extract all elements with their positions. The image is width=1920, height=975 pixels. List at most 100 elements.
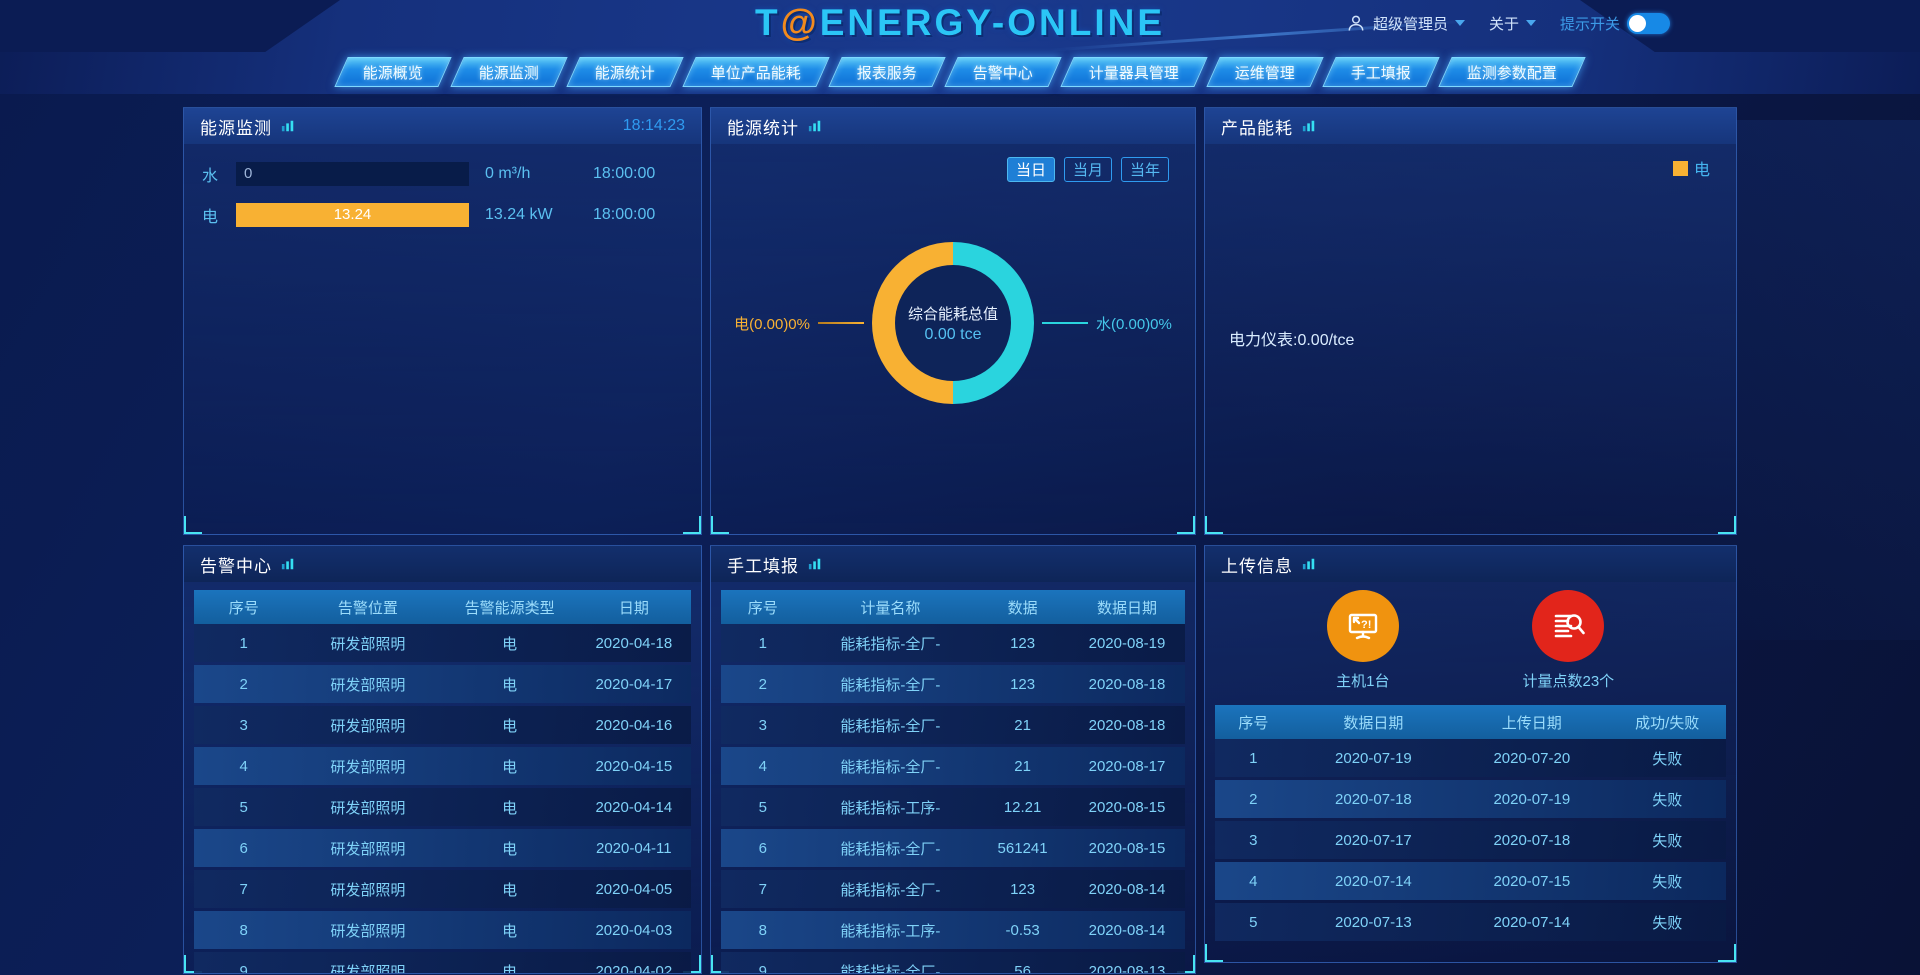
nav-tab-label: 能源概览 <box>362 64 423 82</box>
table-row: 6 能耗指标-全厂- 561241 2020-08-15 <box>721 829 1185 867</box>
period-tabs: 当日 当月 当年 <box>711 157 1169 182</box>
nav-tab[interactable]: 计量器具管理 <box>1060 57 1208 87</box>
cell: 123 <box>1010 634 1036 652</box>
cell: 2020-07-14 <box>1493 913 1571 931</box>
status-cell: 失败 <box>1652 832 1683 850</box>
cell: 8 <box>758 921 767 939</box>
table-header-row: 序号 告警位置 告警能源类型 日期 <box>194 590 691 624</box>
cell: 5 <box>1249 913 1258 931</box>
cell: 2020-07-20 <box>1493 749 1571 767</box>
cell: 3 <box>239 716 248 734</box>
nav-tab[interactable]: 告警中心 <box>944 57 1062 87</box>
energy-donut-chart: 综合能耗总值 0.00 tce <box>872 242 1034 404</box>
bar-inline-value: 0 <box>244 165 253 182</box>
cell: 2020-08-15 <box>1088 798 1166 816</box>
host-stat: ?! 主机1台 <box>1326 590 1399 691</box>
table-row: 4 研发部照明 电 2020-04-15 <box>194 747 691 785</box>
nav-tab[interactable]: 报表服务 <box>828 57 946 87</box>
about-menu[interactable]: 关于 <box>1489 13 1536 34</box>
cell: 电 <box>502 676 518 694</box>
panel-header: 能源统计 <box>711 108 1195 144</box>
cell: 研发部照明 <box>330 963 406 974</box>
logo-at: @ <box>780 2 820 43</box>
nav-tab-label: 运维管理 <box>1235 64 1296 82</box>
cell: 电 <box>502 635 518 653</box>
cell: 2020-08-18 <box>1088 716 1166 734</box>
main-nav: 能源概览 能源监测 能源统计 单位产品能耗 报表服务 告警中心 计量器具管理 运维管理 手工填报… <box>0 57 1920 87</box>
cell: 能耗指标-全厂- <box>840 840 941 858</box>
cell: 研发部照明 <box>330 635 406 653</box>
nav-tab-label: 告警中心 <box>973 64 1034 82</box>
nav-tab-label: 单位产品能耗 <box>710 64 801 82</box>
period-tab[interactable]: 当月 <box>1063 157 1112 182</box>
svg-text:?!: ?! <box>1361 619 1371 631</box>
status-cell: 失败 <box>1652 914 1683 932</box>
nav-tab[interactable]: 能源概览 <box>334 57 452 87</box>
panel-upload-info: 上传信息 ?! 主机1台 <box>1204 545 1737 963</box>
cell: 2020-04-15 <box>595 757 673 775</box>
table-row: 5 2020-07-13 2020-07-14 失败 <box>1215 903 1726 941</box>
period-tab[interactable]: 当年 <box>1120 157 1169 182</box>
table-row: 1 能耗指标-全厂- 123 2020-08-19 <box>721 624 1185 662</box>
cell: 3 <box>758 716 767 734</box>
host-stat-label: 主机1台 <box>1336 673 1390 690</box>
cell: 2020-08-19 <box>1088 634 1166 652</box>
panel-header: 手工填报 <box>711 546 1195 582</box>
meter-value: 0 m³/h <box>485 165 531 182</box>
donut-center-value: 0.00 tce <box>924 325 982 343</box>
app-header: T@ENERGY-ONLINE 超级管理员 关于 提示开关 <box>0 0 1920 46</box>
table-body: 1 研发部照明 电 2020-04-18 2 研发部照明 电 2020-04-1… <box>194 624 691 974</box>
donut-callout-line-right <box>1042 322 1088 324</box>
bar-inline-value: 13.24 <box>333 206 372 223</box>
table-row: 5 能耗指标-工序- 12.21 2020-08-15 <box>721 788 1185 826</box>
manual-entry-table: 序号 计量名称 数据 数据日期 1 能耗指标-全厂- 123 2020-08-1… <box>721 590 1185 974</box>
status-cell: 失败 <box>1652 791 1683 809</box>
cell: 5 <box>758 798 767 816</box>
cell: 21 <box>1014 757 1031 775</box>
chevron-down-icon <box>1525 20 1536 26</box>
nav-tab[interactable]: 运维管理 <box>1206 57 1324 87</box>
nav-tab[interactable]: 单位产品能耗 <box>682 57 830 87</box>
donut-center-label: 综合能耗总值 <box>907 305 998 323</box>
bar-fill <box>236 203 469 227</box>
nav-tab[interactable]: 监测参数配置 <box>1438 57 1586 87</box>
cell: 7 <box>758 880 767 898</box>
table-row: 2 能耗指标-全厂- 123 2020-08-18 <box>721 665 1185 703</box>
donut-center-text: 综合能耗总值 0.00 tce <box>872 242 1034 404</box>
tip-toggle[interactable] <box>1627 12 1670 34</box>
nav-tab-label: 计量器具管理 <box>1089 64 1180 82</box>
signal-bars-icon <box>1302 120 1315 132</box>
cell: 2020-08-13 <box>1088 962 1166 974</box>
nav-tab[interactable]: 能源监测 <box>450 57 568 87</box>
user-menu[interactable]: 超级管理员 <box>1346 13 1465 34</box>
table-row: 3 2020-07-17 2020-07-18 失败 <box>1215 821 1726 859</box>
meter-bar-row: 水 0 0 m³/h 18:00:00 <box>202 162 683 186</box>
signal-bars-icon <box>281 558 294 570</box>
donut-label-water: 水(0.00)0% <box>1096 315 1172 333</box>
cell: 能耗指标-全厂- <box>840 717 941 735</box>
meter-label: 水 <box>202 168 219 185</box>
cell: 2020-08-15 <box>1088 839 1166 857</box>
nav-tab-label: 能源监测 <box>478 64 539 82</box>
nav-tab[interactable]: 能源统计 <box>566 57 684 87</box>
panel-title: 产品能耗 <box>1221 118 1293 138</box>
table-header-row: 序号 计量名称 数据 数据日期 <box>721 590 1185 624</box>
electric-meter-text: 电力仪表:0.00/tce <box>1229 332 1355 349</box>
col-header: 数据日期 <box>1096 599 1157 617</box>
panel-header: 产品能耗 <box>1205 108 1736 144</box>
meter-value: 13.24 kW <box>485 206 553 223</box>
cell: 2 <box>1249 790 1258 808</box>
cell: 能耗指标-工序- <box>840 922 941 940</box>
meter-bar-track: 0 <box>236 162 469 186</box>
panel-header: 上传信息 <box>1205 546 1736 582</box>
chevron-down-icon <box>1454 20 1465 26</box>
cell: 电 <box>502 840 518 858</box>
cell: 2020-07-14 <box>1335 872 1412 890</box>
cell: 4 <box>239 757 248 775</box>
cell: 研发部照明 <box>330 881 406 899</box>
nav-tab[interactable]: 手工填报 <box>1322 57 1440 87</box>
cell: 6 <box>758 839 767 857</box>
period-tab[interactable]: 当日 <box>1006 157 1055 182</box>
logo-rest: ENERGY-ONLINE <box>819 2 1166 43</box>
cell: 9 <box>239 962 248 974</box>
